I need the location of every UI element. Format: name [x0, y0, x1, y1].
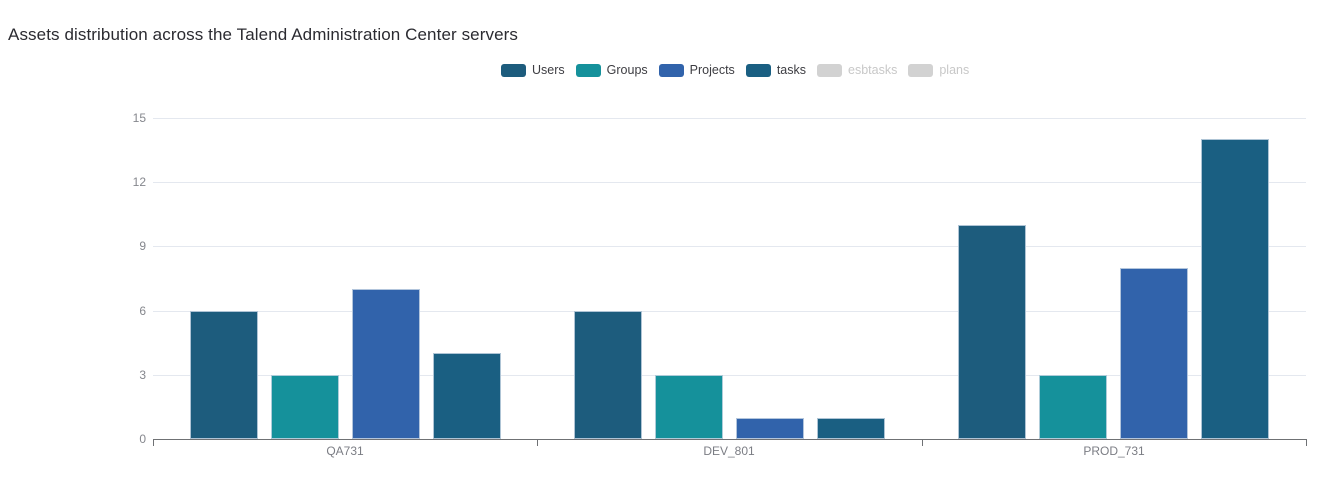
legend-swatch-groups-icon — [575, 63, 601, 77]
bar-projects-qa731[interactable] — [352, 289, 420, 439]
x-axis-tick — [153, 440, 154, 446]
legend-item-projects[interactable]: Projects — [658, 63, 735, 77]
y-axis-label: 12 — [132, 175, 146, 189]
x-axis-tick — [537, 440, 538, 446]
legend-label-projects: Projects — [689, 63, 735, 77]
y-axis-label: 9 — [139, 239, 146, 253]
gridline-6 — [153, 311, 1306, 312]
legend-item-groups[interactable]: Groups — [575, 63, 648, 77]
bar-tasks-prod_731[interactable] — [1201, 139, 1269, 439]
x-axis-label-prod_731: PROD_731 — [1083, 444, 1145, 458]
bar-projects-prod_731[interactable] — [1120, 268, 1188, 439]
x-axis-tick — [922, 440, 923, 446]
x-axis-label-dev_801: DEV_801 — [703, 444, 755, 458]
y-axis-label: 6 — [139, 304, 146, 318]
legend-swatch-users-icon — [501, 63, 526, 77]
chart-title: Assets distribution across the Talend Ad… — [8, 25, 519, 44]
legend-swatch-projects-icon — [658, 63, 684, 77]
bar-groups-qa731[interactable] — [271, 375, 339, 439]
gridline-12 — [153, 182, 1306, 183]
bar-projects-dev_801[interactable] — [736, 418, 804, 439]
legend-swatch-tasks-icon — [745, 63, 771, 77]
bar-groups-prod_731[interactable] — [1039, 375, 1107, 439]
y-axis-label: 0 — [139, 432, 146, 446]
legend-label-plans: plans — [939, 63, 970, 77]
gridline-9 — [153, 246, 1306, 247]
bar-users-qa731[interactable] — [190, 311, 258, 439]
x-axis-tick — [1306, 440, 1307, 446]
bar-tasks-qa731[interactable] — [433, 353, 501, 439]
bar-tasks-dev_801[interactable] — [817, 418, 885, 439]
gridline-3 — [153, 375, 1306, 376]
y-axis-label: 3 — [139, 368, 146, 382]
legend-label-users: Users — [532, 63, 565, 77]
x-axis-label-qa731: QA731 — [326, 444, 364, 458]
bar-groups-dev_801[interactable] — [655, 375, 723, 439]
legend-item-tasks[interactable]: tasks — [745, 63, 806, 77]
legend-item-esbtasks[interactable]: esbtasks — [817, 63, 897, 77]
bar-users-dev_801[interactable] — [574, 311, 642, 439]
legend-item-users[interactable]: Users — [501, 63, 565, 77]
gridline-15 — [153, 118, 1306, 119]
bar-users-prod_731[interactable] — [958, 225, 1026, 439]
legend-label-groups: Groups — [606, 63, 648, 77]
legend-item-plans[interactable]: plans — [908, 63, 969, 77]
legend-label-tasks: tasks — [776, 63, 806, 77]
legend-swatch-plans-icon — [908, 63, 934, 77]
y-axis-label: 15 — [132, 111, 146, 125]
legend-swatch-esbtasks-icon — [817, 63, 842, 77]
legend-label-esbtasks: esbtasks — [848, 63, 898, 77]
x-axis-line — [153, 439, 1307, 440]
legend: Users Groups Projects tasks esbtasks plans — [501, 62, 969, 78]
